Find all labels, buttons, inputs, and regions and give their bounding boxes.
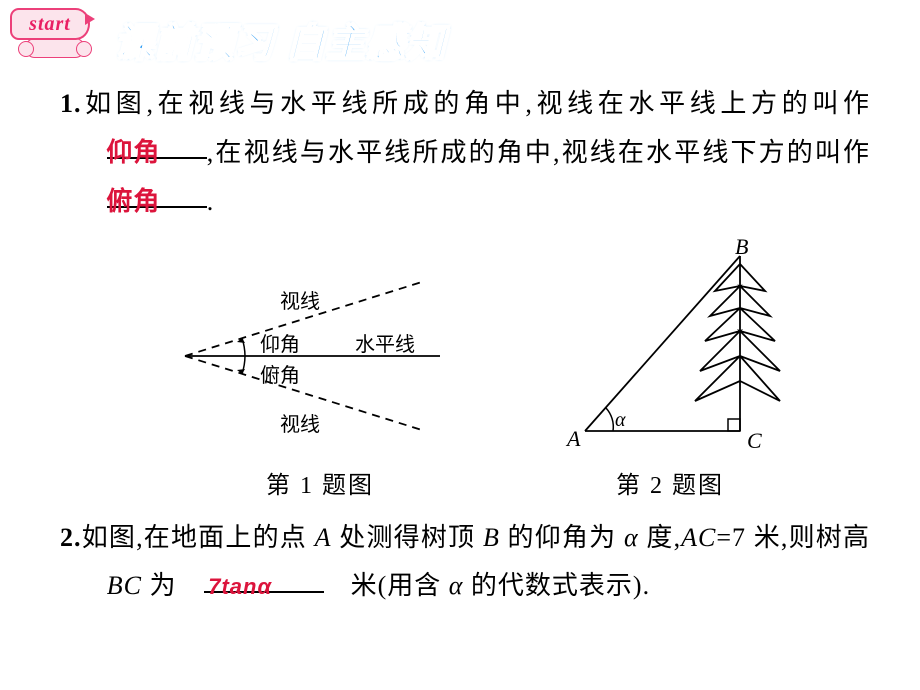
label-A: A [565,426,581,451]
figure1-caption: 第 1 题图 [266,464,374,508]
blank-1: 仰角 [107,128,207,159]
label-C: C [747,428,762,453]
figure-1: 视线 仰角 水平线 俯角 视线 第 1 题图 [145,256,495,508]
figure2-caption: 第 2 题图 [616,464,724,508]
label-horizontal: 水平线 [355,333,415,356]
var-AC: AC [681,523,716,552]
tree-zigzag-left [695,264,740,401]
label-elevation: 仰角 [260,333,300,356]
label-sight-lower: 视线 [280,413,320,436]
var-BC: BC [107,571,142,600]
label-alpha: α [615,409,626,431]
figure-2: α A B C 第 2 题图 [555,236,785,508]
answer-1: 仰角 [106,137,160,167]
badge-text: start [29,13,71,36]
label-sight-upper: 视线 [280,290,320,313]
cloud-icon [25,38,85,58]
q1-text2: ,在视线与水平线所成的角中,视线在水平线下方的叫作 [207,138,870,167]
var-alpha2: α [449,571,464,600]
q2-text2: 处测得树顶 [332,523,483,552]
content-area: 1.如图,在视线与水平线所成的角中,视线在水平线上方的叫作仰角,在视线与水平线所… [0,70,920,610]
tree-zigzag-right [740,264,780,401]
alpha-arc [606,408,613,431]
right-angle-icon [728,419,740,431]
blank-2: 俯角 [107,177,207,208]
question-number-2: 2. [60,523,82,552]
figures-row: 视线 仰角 水平线 俯角 视线 第 1 题图 α A B C [60,236,870,508]
label-depression: 俯角 [260,364,300,387]
hypotenuse-line [585,256,740,431]
q2-text5: =7 米,则树高 [716,523,870,552]
answer-2: 俯角 [106,186,160,216]
section-title: 课前预习 自主感知 [115,12,447,67]
blank-3: 7tanα [204,562,324,593]
q2-text8: 的代数式表示). [463,571,650,600]
var-B: B [483,523,500,552]
var-A: A [315,523,332,552]
label-B: B [735,236,748,259]
page-header: start 课前预习 自主感知 [0,0,920,70]
badge-body: start [10,8,90,40]
var-alpha1: α [624,523,639,552]
q2-text4: 度, [639,523,681,552]
tree-diagram: α A B C [555,236,785,456]
q2-text3: 的仰角为 [500,523,624,552]
q2-text1: 如图,在地面上的点 [82,523,315,552]
q1-text3: . [207,187,215,216]
question-number: 1. [60,89,82,118]
arrow-icon [85,13,95,25]
q2-text7: 米(用含 [351,571,449,600]
start-badge: start [10,8,105,63]
angle-diagram: 视线 仰角 水平线 俯角 视线 [145,256,495,456]
answer-3: 7tanα [208,574,272,599]
q2-text6: 为 [142,571,177,600]
q1-text1: 如图,在视线与水平线所成的角中,视线在水平线上方的叫作 [82,89,871,118]
question-1: 1.如图,在视线与水平线所成的角中,视线在水平线上方的叫作仰角,在视线与水平线所… [60,80,870,226]
question-2: 2.如图,在地面上的点 A 处测得树顶 B 的仰角为 α 度,AC=7 米,则树… [60,514,870,610]
